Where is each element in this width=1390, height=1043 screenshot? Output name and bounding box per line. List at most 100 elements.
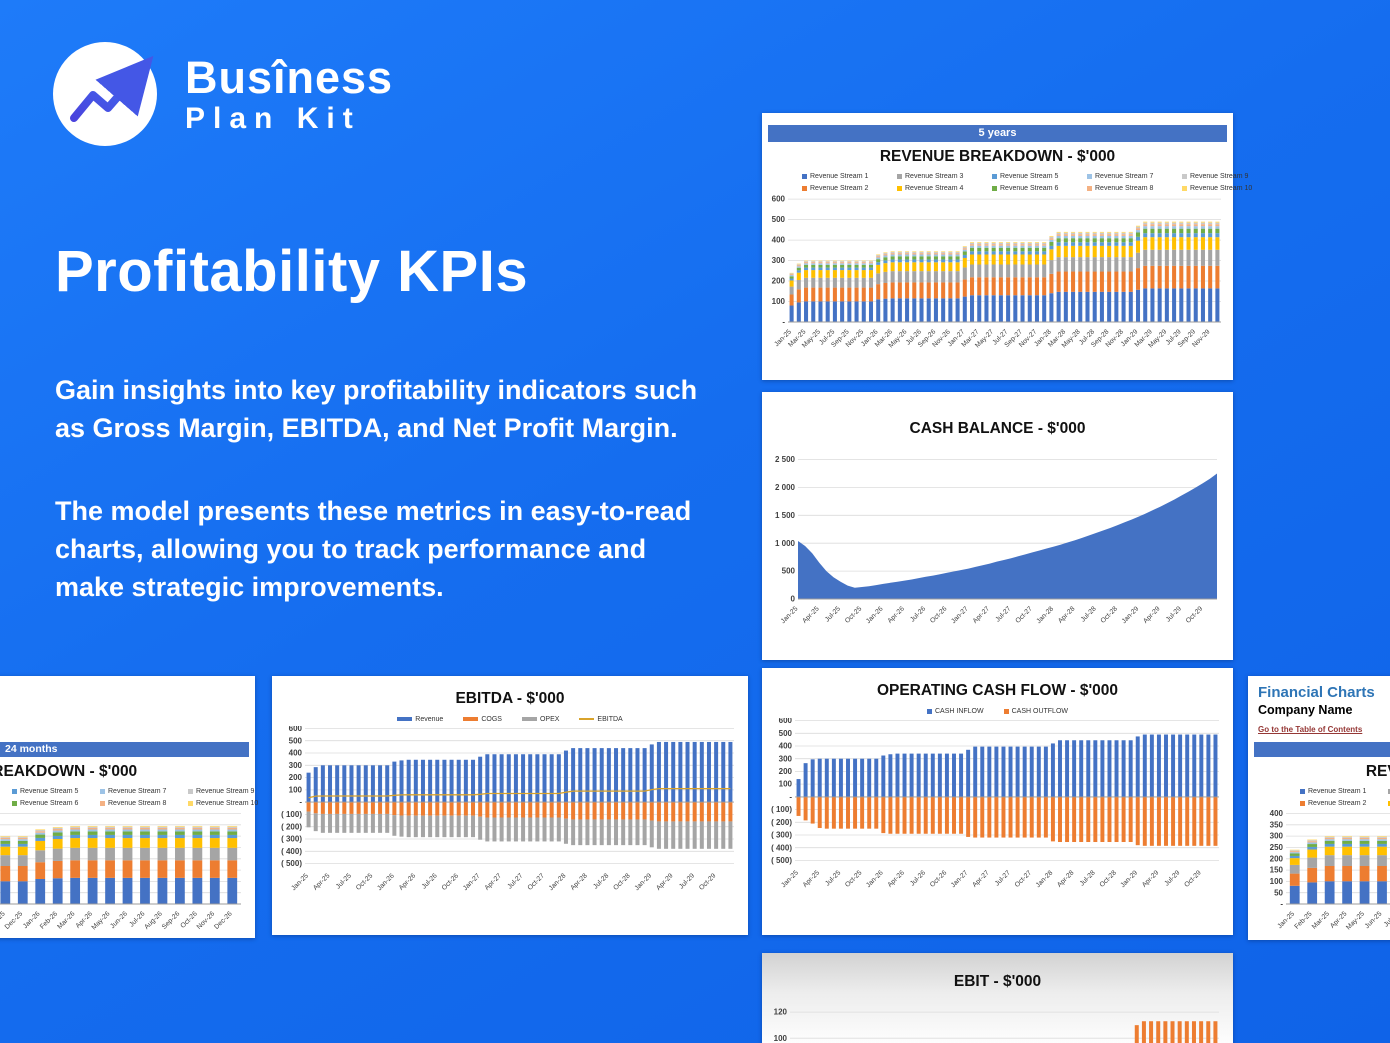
- series-color-chip: [897, 173, 902, 179]
- series-color-chip: [1182, 173, 1187, 179]
- chart-title: EBITDA - $'000: [455, 690, 565, 707]
- svg-text:Apr-27: Apr-27: [971, 869, 991, 889]
- card-revenue-breakdown-5-years: 5 years REVENUE BREAKDOWN - $'000 Revenue …: [762, 113, 1252, 380]
- legend-label: COGS: [481, 715, 502, 723]
- legend-item: Revenue Stream 6: [12, 797, 100, 809]
- series-color-chip: [1182, 185, 1187, 191]
- svg-text:150: 150: [1270, 866, 1284, 875]
- svg-text:Jan-26: Jan-26: [865, 605, 885, 625]
- svg-text:Jul-29: Jul-29: [1165, 605, 1183, 623]
- svg-text:May-26: May-26: [91, 911, 112, 932]
- series-color-chip: [397, 717, 413, 721]
- svg-text:Nov-26: Nov-26: [196, 911, 217, 932]
- series-color-chip: [1388, 800, 1390, 806]
- svg-text:Oct-29: Oct-29: [1183, 869, 1203, 889]
- svg-text:Apr-28: Apr-28: [1056, 869, 1076, 889]
- svg-text:Jan-26: Jan-26: [22, 911, 42, 931]
- svg-text:Jul-25: Jul-25: [335, 872, 353, 890]
- svg-text:Jul-26: Jul-26: [421, 872, 439, 890]
- svg-text:250: 250: [1270, 843, 1284, 852]
- legend-label: Revenue Stream 3: [905, 172, 964, 180]
- period-banner: 5 years: [768, 125, 1227, 142]
- svg-text:Dec-25: Dec-25: [4, 911, 25, 932]
- chart-title: OPERATING CASH FLOW - $'000: [876, 682, 1119, 699]
- card-ebitda: EBITDA - $'000 Revenue COGS OPEX EBITDA 600 50…: [272, 676, 748, 935]
- svg-text:Jan-27: Jan-27: [462, 872, 482, 892]
- svg-text:Apr-28: Apr-28: [1057, 605, 1077, 625]
- legend-item: Revenue Stream 10: [188, 797, 276, 809]
- series-color-chip: [188, 788, 193, 794]
- gridlines: 400 350 300 250 200 150 100 50 -: [1270, 809, 1390, 909]
- svg-text:Jul-27: Jul-27: [994, 869, 1012, 887]
- line-color-chip: [579, 718, 595, 720]
- svg-text:Oct-29: Oct-29: [1185, 605, 1205, 625]
- brand: Busîness Plan Kit: [53, 42, 393, 146]
- svg-text:350: 350: [1270, 821, 1284, 830]
- svg-text:Jul-26: Jul-26: [909, 605, 927, 623]
- series-color-chip: [1300, 788, 1305, 794]
- svg-text:400: 400: [772, 236, 786, 245]
- legend-item: Revenue Stream 4: [0, 797, 12, 809]
- legend-item: Revenue Stream 3: [897, 170, 992, 182]
- svg-text:Feb-26: Feb-26: [39, 911, 59, 931]
- legend-item: Revenue Stream 2: [1300, 797, 1388, 809]
- legend-label: Revenue Stream 10: [196, 799, 259, 807]
- svg-text:Dec-26: Dec-26: [213, 911, 234, 932]
- svg-text:Apr-26: Apr-26: [887, 605, 907, 625]
- svg-text:200: 200: [779, 767, 793, 776]
- legend-item: EBITDA: [579, 716, 623, 723]
- svg-text:Jul-25: Jul-25: [824, 605, 842, 623]
- svg-text:100: 100: [774, 1034, 788, 1043]
- legend-item: COGS: [463, 716, 502, 723]
- svg-text:( 100): ( 100): [281, 810, 302, 819]
- x-axis-labels: Jan-25Mar-25May-25Jul-25Sep-25Nov-25Jan-…: [773, 328, 1211, 349]
- bars: [306, 741, 733, 849]
- svg-text:Jul-25: Jul-25: [1383, 911, 1390, 929]
- x-axis-labels: Jan-25 Apr-25 Jul-25 Oct-25 Jan-26 Apr-26 Jul-…: [780, 605, 1205, 625]
- svg-text:200: 200: [1270, 855, 1284, 864]
- period-banner: 24 months: [1254, 742, 1390, 758]
- svg-text:Oct-28: Oct-28: [612, 872, 632, 892]
- chart-title: CASH BALANCE - $'000: [909, 420, 1086, 437]
- rev5-plot: 600 500 400 300 200 100 -Jan-25Mar-25May-25Jul…: [772, 195, 1221, 349]
- svg-text:Jul-28: Jul-28: [1080, 605, 1098, 623]
- svg-text:( 100): ( 100): [771, 805, 792, 814]
- svg-text:500: 500: [779, 729, 793, 738]
- table-of-contents-link[interactable]: Go to the Table of Contents: [1258, 725, 1363, 735]
- svg-text:Jul-26: Jul-26: [909, 869, 927, 887]
- legend-item: Revenue Stream 7: [100, 785, 188, 797]
- svg-text:300: 300: [1270, 832, 1284, 841]
- svg-text:Oct-27: Oct-27: [527, 872, 547, 892]
- svg-text:600: 600: [772, 195, 786, 204]
- legend-label: Revenue: [415, 715, 444, 723]
- bars: [798, 473, 1217, 599]
- svg-text:Oct-28: Oct-28: [1100, 605, 1120, 625]
- legend-item: Revenue Stream 5: [12, 785, 100, 797]
- gridlines: 600 500 400 300 200 100 - ( 100) ( 200) ( 300) ( 4…: [771, 718, 1219, 865]
- series-color-chip: [188, 800, 193, 806]
- series-color-chip: [897, 185, 902, 191]
- svg-text:Feb-25: Feb-25: [1293, 911, 1313, 931]
- rev24-plot: 40035030025020015010050-Jan-25Feb-25Mar-…: [0, 813, 241, 932]
- page-title: Profitability KPIs: [55, 239, 529, 304]
- legend-label: Revenue Stream 5: [20, 787, 79, 795]
- legend-item: Revenue Stream 4: [897, 182, 992, 194]
- legend-item: Revenue Stream 10: [1182, 182, 1277, 194]
- legend-item: Revenue Stream 9: [1182, 170, 1277, 182]
- ebitda-plot: 600 500 400 300 200 100 - ( 100) ( 200) ( 300) ( 4…: [281, 726, 734, 892]
- svg-text:( 400): ( 400): [771, 843, 792, 852]
- gridlines: 600 500 400 300 200 100 - ( 100) ( 200) ( 300) ( 4…: [281, 726, 734, 868]
- svg-text:120: 120: [774, 1008, 788, 1017]
- legend-item: Revenue Stream 5: [992, 170, 1087, 182]
- svg-text:Jul-29: Jul-29: [1163, 869, 1181, 887]
- chart-title: REVENUE BREAKDOWN - $'000: [0, 763, 138, 781]
- svg-text:400: 400: [1270, 809, 1284, 818]
- svg-text:200: 200: [289, 773, 303, 782]
- legend-label: Revenue Stream 2: [1308, 799, 1367, 807]
- svg-text:Oct-29: Oct-29: [698, 872, 718, 892]
